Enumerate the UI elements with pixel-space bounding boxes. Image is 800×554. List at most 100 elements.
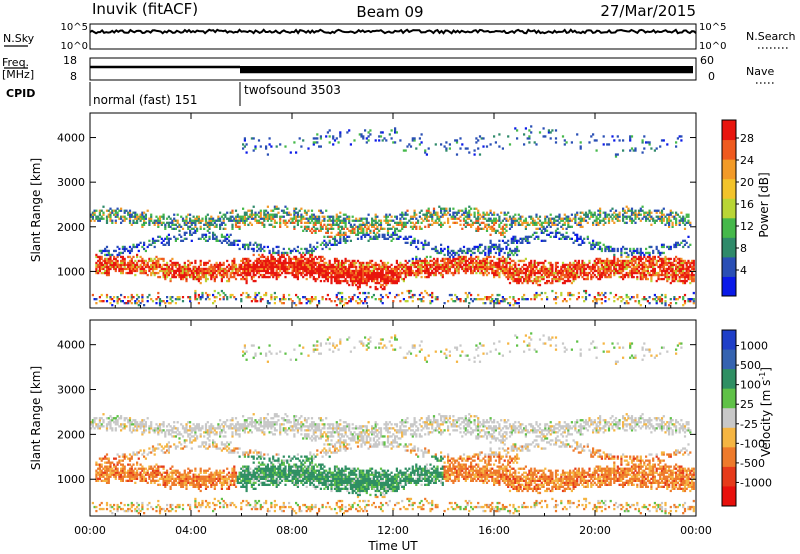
power-cell: [257, 271, 261, 275]
power-cell: [422, 300, 425, 303]
power-cell: [408, 265, 411, 269]
power-cell: [379, 269, 383, 273]
power-cell: [136, 261, 139, 265]
power-cell: [153, 271, 156, 275]
power-cell: [273, 225, 276, 228]
power-cell: [323, 261, 326, 265]
power-cell: [627, 263, 630, 267]
power-cell: [597, 271, 600, 275]
power-cell: [164, 302, 167, 305]
power-cell: [268, 251, 271, 255]
power-cell: [597, 223, 600, 226]
power-cell: [445, 207, 448, 210]
power-cell: [298, 265, 301, 269]
power-cell: [505, 241, 508, 244]
power-cell: [623, 273, 626, 277]
power-cell: [588, 259, 591, 263]
power-cell: [381, 261, 384, 265]
power-cell: [514, 249, 517, 253]
power-cell: [107, 269, 110, 273]
power-cell: [136, 219, 139, 222]
power-cell: [155, 298, 158, 301]
power-cell: [213, 296, 216, 299]
power-cell: [312, 269, 315, 273]
power-cell: [630, 253, 634, 257]
power-cell: [189, 225, 192, 228]
power-cell: [270, 145, 273, 148]
power-cell: [206, 213, 209, 216]
power-cell: [443, 269, 446, 273]
power-cell: [607, 213, 611, 216]
power-cell: [538, 293, 542, 297]
power-cell: [162, 273, 165, 277]
power-cell: [475, 259, 478, 263]
power-cell: [249, 273, 252, 277]
power-cell: [613, 267, 616, 271]
power-cell: [155, 302, 158, 305]
power-cell: [316, 269, 319, 273]
power-cell: [356, 237, 360, 240]
power-cell: [438, 219, 441, 222]
power-cell: [254, 219, 257, 222]
power-cell: [570, 273, 573, 277]
power-cell: [461, 249, 464, 253]
power-cell: [243, 219, 246, 222]
power-cell: [277, 251, 280, 255]
power-cell: [406, 261, 409, 265]
power-cell: [203, 275, 206, 279]
power-cell: [584, 298, 588, 301]
power-cell: [371, 237, 374, 240]
power-cell: [127, 300, 130, 303]
power-cell: [381, 302, 384, 305]
power-cell: [431, 300, 434, 303]
power-cell: [240, 263, 243, 267]
power-cell: [365, 263, 368, 267]
power-cell: [243, 269, 246, 273]
power-cell: [379, 283, 383, 287]
power-cell: [614, 263, 618, 267]
power-cell: [265, 271, 268, 275]
power-cell: [344, 233, 347, 236]
power-cell: [261, 265, 264, 269]
power-cell: [196, 273, 199, 277]
power-cell: [586, 277, 589, 281]
power-cell: [295, 215, 298, 218]
power-cell: [302, 265, 305, 269]
power-cell: [204, 219, 208, 222]
power-cell: [151, 300, 155, 303]
power-cell: [567, 273, 570, 277]
power-cell: [411, 271, 414, 275]
power-cell: [383, 263, 386, 267]
power-cell: [551, 223, 554, 226]
power-cell: [150, 271, 153, 275]
power-cell: [181, 271, 185, 275]
power-cell: [625, 293, 628, 297]
power-cell: [252, 265, 255, 269]
power-cell: [507, 239, 510, 242]
power-cell: [498, 245, 501, 249]
power-cell: [489, 261, 492, 265]
power-cell: [569, 267, 572, 271]
power-cell: [183, 269, 186, 273]
power-cell: [127, 255, 130, 259]
power-cell: [425, 217, 428, 220]
power-cell: [540, 265, 543, 269]
power-cell: [220, 275, 223, 279]
power-cell: [636, 263, 639, 267]
power-cell: [143, 267, 146, 271]
power-cell: [187, 296, 190, 299]
power-cell: [588, 271, 591, 275]
power-cell: [383, 233, 386, 236]
power-cell: [401, 225, 404, 228]
power-cell: [141, 213, 144, 216]
power-cell: [192, 231, 195, 234]
power-cell: [263, 217, 266, 220]
power-cell: [273, 265, 276, 269]
power-cell: [298, 259, 301, 263]
power-cell: [452, 273, 455, 277]
power-cell: [606, 257, 609, 261]
power-cell: [417, 267, 420, 271]
power-cell: [404, 269, 407, 273]
power-cell: [270, 215, 273, 218]
power-cell: [487, 219, 490, 222]
